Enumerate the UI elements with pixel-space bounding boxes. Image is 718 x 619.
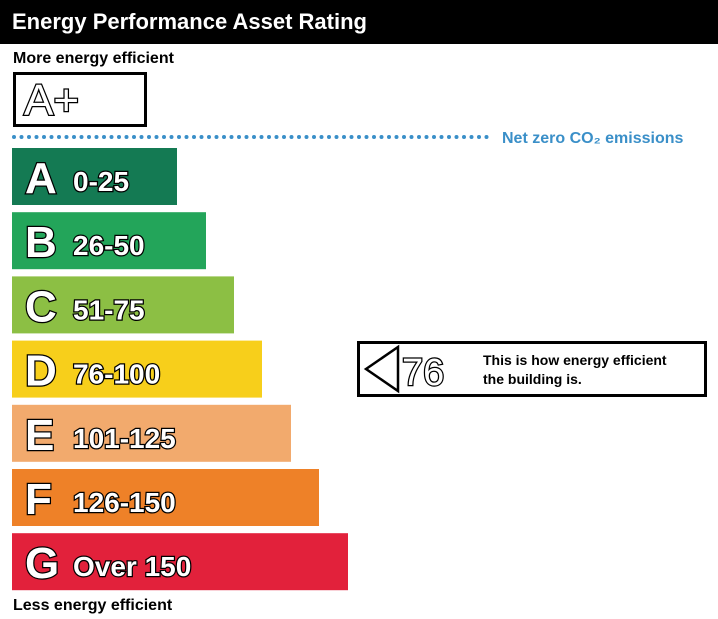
band-letter: A — [25, 154, 57, 203]
band-letter: D — [25, 347, 57, 396]
band-letter: G — [25, 539, 59, 588]
band-bar — [12, 533, 348, 591]
best-rating: A+ — [24, 76, 79, 125]
top-label: More energy efficient — [13, 50, 175, 67]
band-range: 101-125 — [73, 423, 176, 454]
band-range: 26-50 — [73, 230, 145, 261]
current-rating-box — [357, 341, 707, 397]
band-bar — [12, 404, 291, 462]
bottom-label: Less energy efficient — [13, 597, 173, 614]
current-text: the building is. — [483, 371, 582, 387]
band-bar — [12, 212, 206, 270]
current-text: This is how energy efficient — [483, 352, 667, 368]
band-letter: B — [25, 218, 57, 267]
band-bar — [12, 276, 234, 334]
band-letter: C — [25, 282, 57, 331]
title: Energy Performance Asset Rating — [12, 9, 367, 34]
band-bar — [12, 340, 262, 398]
band-range: 51-75 — [73, 294, 145, 325]
band-letter: F — [25, 475, 52, 524]
band-bar — [12, 469, 319, 526]
current-value: 76 — [402, 352, 444, 394]
band-bar — [12, 148, 177, 205]
best-rating-box — [13, 72, 147, 127]
band-range: 126-150 — [73, 487, 176, 518]
pointer-arrow — [363, 344, 400, 394]
net-zero-label: Net zero CO₂ emissions — [502, 130, 683, 147]
band-range: 0-25 — [73, 166, 129, 197]
band-letter: E — [25, 411, 54, 460]
title-bar — [0, 0, 718, 44]
band-range: 76-100 — [73, 359, 160, 390]
band-range: Over 150 — [73, 551, 191, 582]
